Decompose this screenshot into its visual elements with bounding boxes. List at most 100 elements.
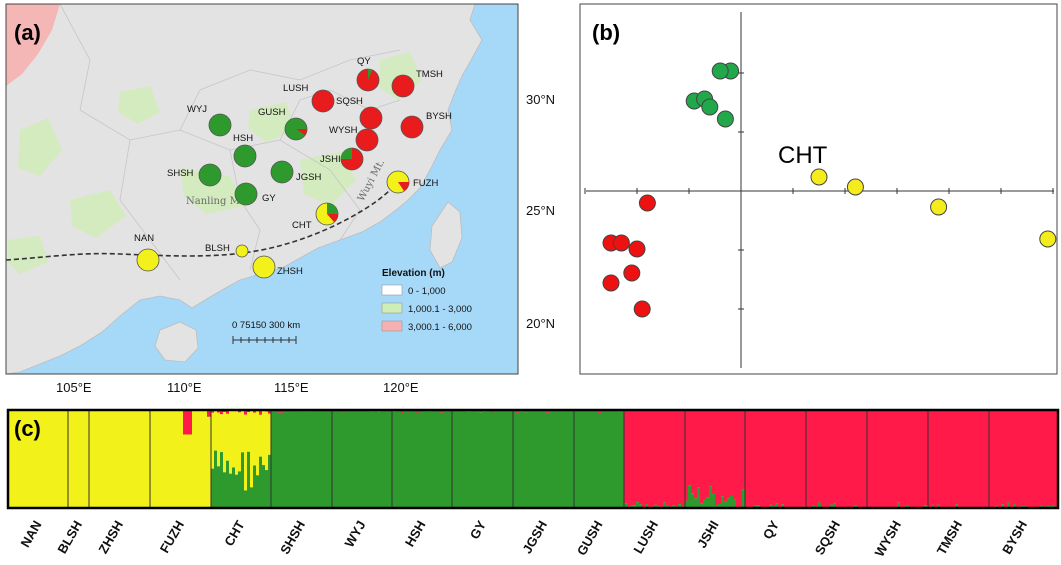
scatter-point-red bbox=[633, 300, 651, 318]
structure-segment bbox=[32, 410, 36, 508]
map-label-lush: LUSH bbox=[283, 83, 308, 94]
structure-segment bbox=[146, 410, 150, 508]
structure-segment bbox=[274, 410, 278, 508]
structure-segment bbox=[497, 410, 501, 508]
structure-segment bbox=[220, 452, 224, 508]
structure-segment bbox=[657, 410, 661, 507]
structure-segment bbox=[845, 410, 849, 508]
structure-segment bbox=[53, 410, 57, 508]
structure-segment bbox=[307, 410, 311, 508]
legend-swatch-low bbox=[381, 284, 403, 296]
structure-segment bbox=[401, 410, 405, 413]
structure-segment bbox=[854, 410, 858, 506]
structure-segment bbox=[128, 410, 132, 508]
structure-segment bbox=[851, 410, 855, 508]
panel-b-label: (b) bbox=[592, 20, 620, 45]
structure-segment bbox=[292, 410, 296, 508]
pie-qy bbox=[356, 68, 380, 92]
lat-tick-20: 20°N bbox=[526, 316, 555, 331]
structure-segment bbox=[555, 410, 559, 508]
structure-segment bbox=[137, 410, 141, 508]
panel-a-label: (a) bbox=[14, 20, 41, 45]
structure-segment bbox=[979, 410, 983, 508]
map-label-gy: GY bbox=[262, 193, 276, 204]
structure-segment bbox=[857, 410, 861, 508]
structure-bars bbox=[8, 410, 1059, 508]
structure-segment bbox=[165, 410, 169, 508]
structure-segment bbox=[821, 410, 825, 508]
map-label-sqsh: SQSH bbox=[336, 96, 363, 107]
structure-segment bbox=[522, 411, 526, 508]
population-labels: NAN BLSH ZHSH FUZH CHT SHSH WYJ HSH GY J… bbox=[134, 56, 452, 277]
lon-tick-115: 115°E bbox=[274, 380, 309, 395]
structure-segment bbox=[180, 410, 184, 508]
structure-segment bbox=[473, 410, 477, 508]
structure-pop-labels: NAN BLSH ZHSH FUZH CHT SHSH WYJ HSH GY JGSH GUSH LU… bbox=[18, 518, 1031, 560]
structure-label-wyj: WYJ bbox=[342, 518, 369, 550]
structure-segment bbox=[298, 411, 302, 508]
structure-segment bbox=[77, 410, 81, 508]
structure-label-wysh: WYSH bbox=[872, 518, 904, 559]
structure-segment bbox=[519, 411, 523, 508]
structure-segment bbox=[425, 411, 429, 508]
legend-label-mid: 1,000.1 - 3,000 bbox=[408, 304, 472, 315]
structure-segment bbox=[286, 412, 290, 508]
structure-segment bbox=[781, 410, 785, 505]
structure-segment bbox=[1010, 410, 1014, 508]
structure-segment bbox=[949, 410, 953, 508]
structure-segment bbox=[244, 410, 248, 415]
structure-segment bbox=[992, 410, 996, 508]
structure-segment bbox=[458, 411, 462, 508]
structure-segment bbox=[332, 410, 336, 508]
structure-segment bbox=[211, 412, 215, 469]
structure-segment bbox=[630, 410, 634, 506]
legend-label-low: 0 - 1,000 bbox=[408, 286, 446, 297]
structure-segment bbox=[906, 410, 910, 506]
structure-segment bbox=[434, 410, 438, 508]
pie-blsh bbox=[235, 244, 249, 258]
structure-segment bbox=[879, 410, 883, 508]
structure-segment bbox=[223, 412, 227, 473]
structure-frame bbox=[6, 408, 1060, 510]
structure-segment bbox=[781, 504, 785, 508]
structure-pop-bysh bbox=[989, 410, 1059, 508]
structure-segment bbox=[419, 410, 423, 508]
structure-segment bbox=[301, 410, 305, 508]
structure-pop-tmsh bbox=[928, 410, 990, 508]
structure-segment bbox=[29, 410, 33, 508]
structure-label-hsh: HSH bbox=[402, 518, 429, 549]
structure-segment bbox=[727, 498, 731, 508]
structure-segment bbox=[380, 410, 384, 508]
structure-segment bbox=[232, 467, 236, 508]
structure-segment bbox=[226, 413, 230, 461]
structure-pop-hsh bbox=[392, 410, 453, 508]
structure-segment bbox=[778, 410, 782, 508]
structure-segment bbox=[119, 410, 123, 508]
structure-segment bbox=[247, 412, 251, 452]
structure-segment bbox=[1040, 410, 1044, 506]
structure-segment bbox=[516, 412, 520, 508]
structure-segment bbox=[830, 410, 834, 505]
structure-segment bbox=[344, 411, 348, 508]
structure-label-qy: QY bbox=[760, 518, 783, 542]
structure-segment bbox=[700, 503, 704, 508]
structure-segment bbox=[940, 410, 944, 508]
structure-segment bbox=[1037, 410, 1041, 508]
structure-segment bbox=[574, 410, 578, 508]
structure-segment bbox=[235, 474, 239, 508]
scatter-point-red bbox=[623, 264, 641, 282]
structure-segment bbox=[452, 410, 456, 508]
structure-segment bbox=[428, 410, 432, 508]
structure-segment bbox=[769, 504, 773, 508]
structure-segment bbox=[660, 410, 664, 508]
structure-segment bbox=[1013, 503, 1017, 508]
structure-segment bbox=[815, 410, 819, 508]
structure-segment bbox=[809, 410, 813, 508]
structure-segment bbox=[1031, 410, 1035, 508]
map-axis-labels: 105°E 110°E 115°E 120°E 30°N 25°N 20°N bbox=[56, 92, 555, 395]
structure-segment bbox=[479, 412, 483, 508]
structure-segment bbox=[359, 410, 363, 508]
structure-segment bbox=[14, 410, 18, 508]
structure-segment bbox=[201, 410, 205, 508]
structure-segment bbox=[44, 410, 48, 508]
